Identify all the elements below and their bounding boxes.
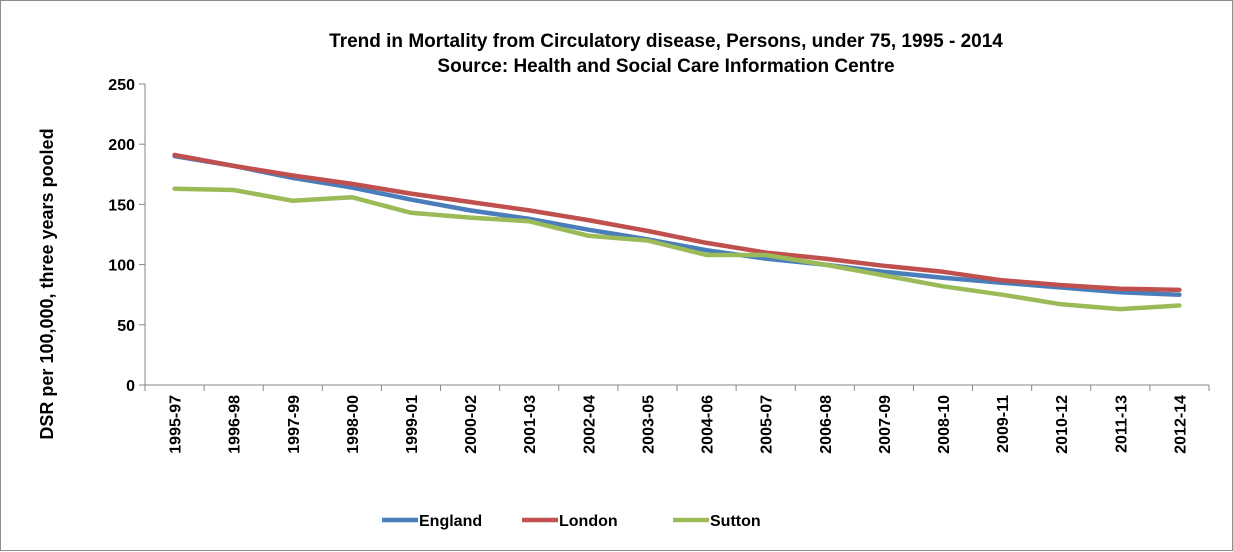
legend-label-london: London [559,513,618,530]
x-tick-label: 2011-13 [1113,395,1130,453]
y-tick-label: 50 [117,318,135,335]
legend-label-england: England [419,513,482,530]
series-lines [175,155,1180,309]
x-axis-ticks: 1995-97 1996-98 1997-99 1998-00 1999-01 2000-… [145,385,1209,454]
x-tick-label: 2006-08 [818,395,835,454]
x-tick-label: 1995-97 [168,395,185,454]
y-axis-label: DSR per 100,000, three years pooled [37,128,57,439]
x-tick-label: 2008-10 [936,395,953,454]
x-tick-label: 2005-07 [759,395,776,454]
series-line-sutton [175,189,1180,309]
y-tick-label: 100 [108,258,135,275]
axes [145,84,1209,385]
x-tick-label: 2010-12 [1054,395,1071,454]
x-tick-label: 2003-05 [640,395,657,454]
x-tick-label: 2000-02 [463,395,480,454]
x-tick-label: 1996-98 [227,395,244,454]
x-tick-label: 2001-03 [522,395,539,454]
x-tick-label: 2002-04 [581,395,598,454]
y-tick-label: 0 [126,378,135,395]
legend-label-sutton: Sutton [710,513,761,530]
x-tick-label: 1999-01 [404,395,421,454]
x-tick-label: 2009-11 [995,395,1012,453]
y-tick-label: 250 [108,77,135,94]
series-line-england [175,156,1180,295]
y-tick-label: 150 [108,197,135,214]
x-tick-label: 2004-06 [700,395,717,454]
x-tick-label: 2012-14 [1172,395,1189,454]
chart-subtitle: Source: Health and Social Care Informati… [437,56,894,77]
y-axis-ticks: 0 50 100 150 200 250 [108,77,145,395]
x-tick-label: 1998-00 [345,395,362,454]
chart-title: Trend in Mortality from Circulatory dise… [329,31,1003,52]
y-tick-label: 200 [108,137,135,154]
x-tick-label: 1997-99 [286,395,303,454]
x-tick-label: 2007-09 [877,395,894,454]
legend: England London Sutton [382,513,761,530]
series-line-london [175,155,1180,290]
